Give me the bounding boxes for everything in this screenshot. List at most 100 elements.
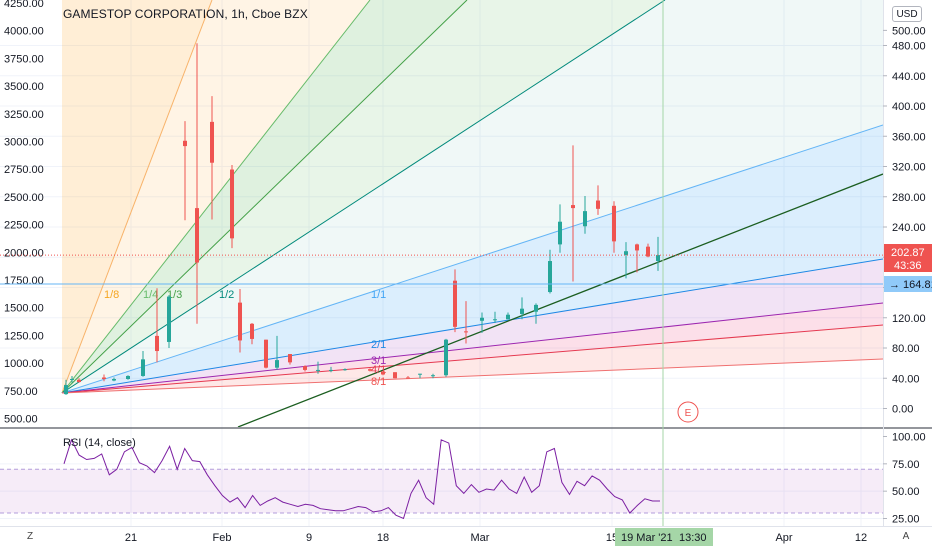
grid-lines — [0, 0, 883, 526]
candle-body — [656, 255, 660, 262]
candle-body — [316, 369, 320, 371]
fan-ray — [61, 0, 213, 394]
candle-body — [329, 369, 333, 371]
candle-body — [596, 200, 600, 209]
candle-body — [571, 205, 575, 209]
right-axis-tick: 0.00 — [892, 404, 913, 416]
x-axis-tick: 9 — [306, 532, 312, 544]
left-axis-tick: 3750.00 — [4, 53, 44, 65]
left-axis-tick: 2500.00 — [4, 192, 44, 204]
candle-body — [558, 221, 562, 245]
chart-title: GAMESTOP CORPORATION, 1h, Cboe BZX — [63, 7, 308, 21]
left-axis-tick: 4000.00 — [4, 26, 44, 38]
fan-label: 1/1 — [371, 289, 386, 301]
fan-ray — [61, 302, 883, 394]
fan-label: 1/8 — [104, 289, 119, 301]
fan-label: 2/1 — [371, 339, 386, 351]
candle-body — [493, 319, 497, 321]
candle-body — [102, 377, 106, 380]
rsi-axis-tick: 75.00 — [892, 459, 920, 471]
candle-body — [612, 205, 616, 242]
candle-body — [167, 296, 171, 342]
candle-body — [195, 208, 199, 263]
candle-body — [183, 140, 187, 147]
fan-zone — [62, 0, 883, 393]
candle-body — [77, 379, 81, 383]
left-axis-tick: 2750.00 — [4, 164, 44, 176]
rsi-axis-tick: 100.00 — [892, 432, 926, 444]
right-axis-tick: 320.00 — [892, 162, 926, 174]
candle-body — [393, 372, 397, 379]
candle-body — [548, 261, 552, 293]
x-axis-tick: 18 — [377, 532, 389, 544]
fan-ray — [61, 358, 883, 394]
left-axis-tick: 3500.00 — [4, 81, 44, 93]
right-axis-tick: 480.00 — [892, 41, 926, 53]
x-axis-tick: Apr — [775, 532, 792, 544]
currency-button[interactable]: USD — [892, 6, 922, 22]
candle-body — [464, 331, 468, 333]
candle-body — [70, 379, 74, 381]
timezone-toggle-button[interactable]: Z — [26, 531, 34, 542]
candle-body — [381, 371, 385, 375]
price-candles — [64, 43, 660, 395]
candle-body — [635, 244, 639, 251]
right-axis-tick: 40.00 — [892, 373, 920, 385]
candle-body — [480, 317, 484, 321]
candle-body — [431, 375, 435, 377]
fan-ray — [61, 0, 371, 394]
right-axis-tick: 240.00 — [892, 222, 926, 234]
candle-body — [368, 369, 372, 371]
earnings-marker-label: E — [685, 408, 692, 419]
crosshair-date: 19 Mar '21 — [621, 532, 673, 544]
candle-body — [418, 373, 422, 375]
auto-scale-button[interactable]: A — [902, 531, 910, 542]
left-axis-tick: 2000.00 — [4, 247, 44, 259]
candle-body — [126, 375, 130, 380]
left-axis-tick: 4250.00 — [4, 0, 44, 10]
x-axis-tick: Mar — [471, 532, 490, 544]
candle-body — [406, 377, 410, 379]
candle-body — [275, 360, 279, 368]
fan-label: 3/1 — [371, 355, 386, 367]
level-price-value: → 164.81 — [889, 279, 932, 291]
candle-body — [520, 308, 524, 314]
candle-body — [583, 211, 587, 227]
left-axis-tick: 1750.00 — [4, 275, 44, 287]
rsi-axis-tick: 50.00 — [892, 486, 920, 498]
gann-fan: 1/8 1/4 1/3 1/2 1/12/13/14/18/1 — [61, 0, 883, 427]
candle-body — [506, 314, 510, 320]
fan-ray — [61, 0, 468, 394]
candle-body — [646, 246, 650, 257]
right-axis-tick: 120.00 — [892, 313, 926, 325]
fan-label: 1/4 — [143, 289, 158, 301]
fan-ray — [61, 324, 883, 394]
candle-body — [534, 304, 538, 312]
left-axis-tick: 500.00 — [4, 414, 38, 426]
candle-body — [343, 369, 347, 371]
rsi-axis-tick: 25.00 — [892, 514, 920, 526]
left-axis-tick: 750.00 — [4, 386, 38, 398]
rsi-pane — [0, 438, 883, 520]
fan-ray — [61, 124, 883, 394]
candle-body — [624, 251, 628, 255]
candle-body — [64, 385, 68, 395]
left-axis-tick: 3000.00 — [4, 137, 44, 149]
right-axis-tick: 280.00 — [892, 192, 926, 204]
right-axis-tick: 80.00 — [892, 343, 920, 355]
rsi-band — [0, 469, 883, 514]
right-axis-tick: 400.00 — [892, 101, 926, 113]
candle-body — [230, 169, 234, 239]
candle-body — [264, 339, 268, 368]
crosshair-time: 13:30 — [679, 532, 707, 544]
level-price-badge — [884, 276, 932, 292]
candle-body — [250, 323, 254, 339]
candle-body — [288, 354, 292, 363]
candle-body — [210, 121, 214, 163]
x-axis-tick: 12 — [855, 532, 867, 544]
candle-body — [155, 335, 159, 352]
left-axis-tick: 1500.00 — [4, 303, 44, 315]
x-axis-tick: 21 — [125, 532, 137, 544]
